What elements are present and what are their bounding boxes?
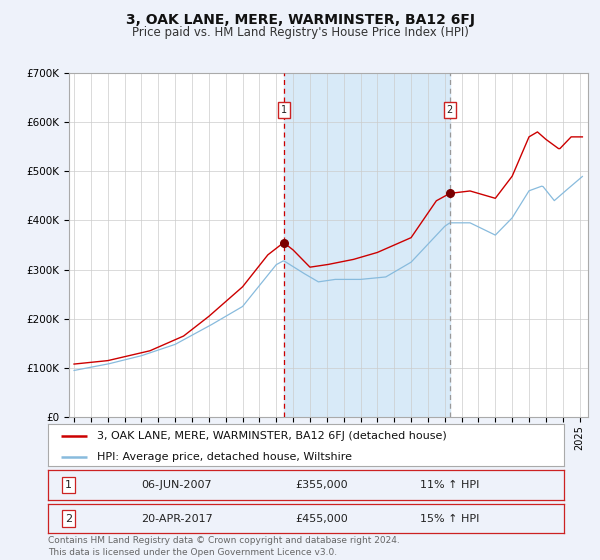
Text: 1: 1 <box>281 105 287 115</box>
Text: 06-JUN-2007: 06-JUN-2007 <box>141 480 212 490</box>
Text: This data is licensed under the Open Government Licence v3.0.: This data is licensed under the Open Gov… <box>48 548 337 557</box>
Text: Contains HM Land Registry data © Crown copyright and database right 2024.: Contains HM Land Registry data © Crown c… <box>48 536 400 545</box>
Text: 15% ↑ HPI: 15% ↑ HPI <box>419 514 479 524</box>
Text: £455,000: £455,000 <box>296 514 349 524</box>
Text: 20-APR-2017: 20-APR-2017 <box>141 514 212 524</box>
Text: £355,000: £355,000 <box>296 480 349 490</box>
Text: HPI: Average price, detached house, Wiltshire: HPI: Average price, detached house, Wilt… <box>97 452 352 461</box>
Text: 2: 2 <box>446 105 453 115</box>
Text: Price paid vs. HM Land Registry's House Price Index (HPI): Price paid vs. HM Land Registry's House … <box>131 26 469 39</box>
Bar <box>284 73 450 417</box>
Text: 11% ↑ HPI: 11% ↑ HPI <box>419 480 479 490</box>
Text: 3, OAK LANE, MERE, WARMINSTER, BA12 6FJ: 3, OAK LANE, MERE, WARMINSTER, BA12 6FJ <box>125 13 475 27</box>
Text: 2: 2 <box>65 514 72 524</box>
Text: 3, OAK LANE, MERE, WARMINSTER, BA12 6FJ (detached house): 3, OAK LANE, MERE, WARMINSTER, BA12 6FJ … <box>97 431 447 441</box>
Text: 1: 1 <box>65 480 72 490</box>
